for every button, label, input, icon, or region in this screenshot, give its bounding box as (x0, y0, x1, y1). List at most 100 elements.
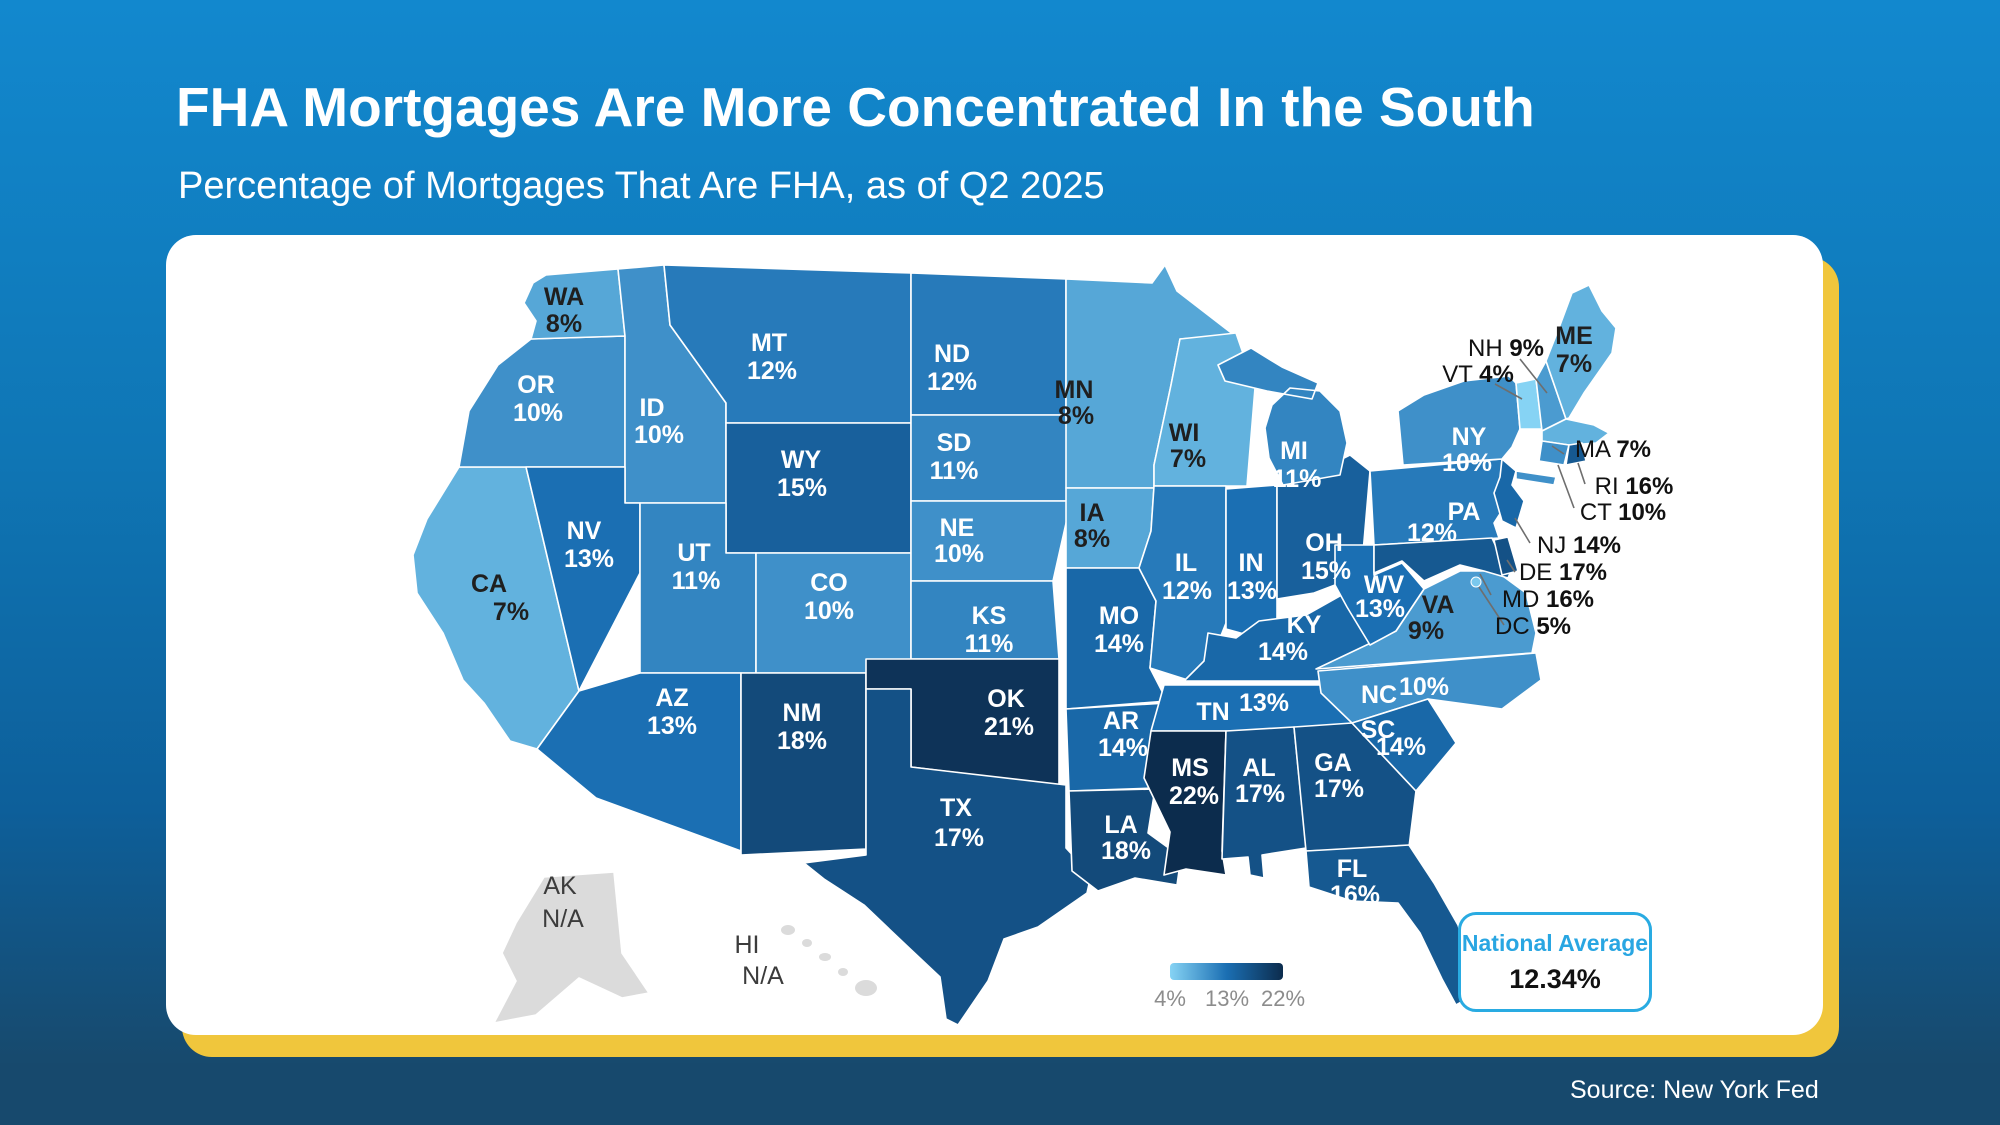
state-code-IL: IL (1175, 549, 1197, 577)
leader-line-MD (1479, 573, 1492, 596)
state-code-AZ: AZ (655, 684, 688, 712)
state-code-IA: IA (1080, 499, 1105, 527)
state-value-NM: 18% (777, 727, 827, 755)
state-ME (1545, 284, 1617, 420)
state-code-SD: SD (937, 429, 972, 457)
state-value-OH: 15% (1301, 557, 1351, 585)
state-code-NY: NY (1452, 423, 1487, 451)
state-value-NY: 10% (1442, 449, 1492, 477)
state-TX (803, 688, 1092, 1026)
callout-label-DE: DE 17% (1519, 559, 1607, 586)
state-value-IL: 12% (1162, 577, 1212, 605)
state-code-OR: OR (517, 371, 555, 399)
state-value-AR: 14% (1098, 734, 1148, 762)
state-value-VA: 9% (1408, 617, 1444, 645)
state-code-LA: LA (1104, 811, 1137, 839)
state-DE (1493, 536, 1519, 576)
callout-label-MA: MA 7% (1575, 436, 1651, 463)
state-value-IN: 13% (1227, 577, 1277, 605)
state-code-TX: TX (940, 794, 972, 822)
callout-label-NJ: NJ 14% (1537, 532, 1621, 559)
state-code-OH: OH (1305, 529, 1343, 557)
state-HI (781, 925, 877, 996)
state-code-ME: ME (1555, 322, 1593, 350)
state-code-WI: WI (1169, 419, 1200, 447)
state-value-OR: 10% (513, 399, 563, 427)
state-code-KY: KY (1287, 611, 1322, 639)
leader-line-VT (1494, 383, 1523, 400)
state-code-NC: NC (1361, 681, 1397, 709)
state-code-PA: PA (1448, 498, 1481, 526)
page-subtitle: Percentage of Mortgages That Are FHA, as… (178, 165, 1105, 207)
state-LA (1068, 788, 1182, 892)
state-code-MI: MI (1280, 437, 1308, 465)
state-value-KY: 14% (1258, 638, 1308, 666)
state-code-HI: HI (735, 931, 760, 959)
state-value-ME: 7% (1556, 350, 1592, 378)
state-GA (1293, 722, 1417, 852)
state-value-SD: 11% (930, 457, 979, 485)
state-value-ID: 10% (634, 421, 684, 449)
state-value-LA: 18% (1101, 837, 1151, 865)
state-value-MI: 11% (1273, 465, 1322, 493)
source-credit: Source: New York Fed (1570, 1076, 1819, 1104)
state-CT (1538, 440, 1570, 466)
national-average-value: 12.34% (1509, 964, 1601, 994)
state-code-UT: UT (677, 539, 710, 567)
state-value-NE: 10% (934, 540, 984, 568)
state-code-GA: GA (1314, 749, 1352, 777)
state-code-KS: KS (972, 602, 1007, 630)
state-value-MS: 22% (1169, 782, 1219, 810)
state-value-GA: 17% (1314, 775, 1364, 803)
map-card: CA 7% OR 10% WA 8% ID 10% MT 12% WY 15% NV 13% UT 11% CO… (166, 235, 1823, 1035)
state-value-AZ: 13% (647, 712, 697, 740)
states-layer (412, 264, 1617, 1026)
state-value-MT: 12% (747, 357, 797, 385)
state-code-MN: MN (1055, 376, 1094, 404)
state-value-CO: 10% (804, 597, 854, 625)
state-NC (1317, 652, 1542, 724)
state-value-WA: 8% (546, 310, 582, 338)
state-code-OK: OK (987, 685, 1025, 713)
state-code-MO: MO (1099, 602, 1139, 630)
state-code-MS: MS (1171, 754, 1209, 782)
state-code-SC: SC (1361, 716, 1396, 744)
state-code-VA: VA (1422, 591, 1455, 619)
state-code-FL: FL (1337, 855, 1368, 883)
leader-line-DE (1506, 559, 1516, 573)
color-scale-legend: 4% 13% 22% (1154, 963, 1305, 1011)
state-value-MN: 8% (1058, 402, 1094, 430)
state-code-TN: TN (1196, 698, 1229, 726)
page-title: FHA Mortgages Are More Concentrated In t… (176, 76, 1535, 138)
state-value-AK: N/A (542, 905, 584, 933)
state-value-HI: N/A (742, 962, 784, 990)
legend-tick-max: 22% (1260, 986, 1306, 1011)
state-code-CA: CA (471, 570, 507, 598)
callout-label-VT: VT 4% (1442, 361, 1514, 388)
state-value-KS: 11% (965, 630, 1014, 658)
state-value-FL: 16% (1330, 881, 1380, 909)
leader-line-CT (1557, 464, 1575, 509)
state-code-WA: WA (544, 283, 584, 311)
state-DC (1470, 576, 1482, 588)
state-value-TX: 17% (934, 824, 984, 852)
state-value-NV: 13% (564, 545, 614, 573)
state-value-PA: 12% (1407, 519, 1457, 547)
state-code-MT: MT (751, 329, 787, 357)
state-value-NC: 10% (1399, 673, 1449, 701)
state-code-AL: AL (1242, 754, 1275, 782)
state-NJ (1493, 458, 1525, 529)
state-SC (1351, 698, 1457, 792)
state-code-ND: ND (934, 340, 970, 368)
footer-band: Source: New York Fed (0, 1063, 2000, 1125)
state-code-ID: ID (640, 394, 665, 422)
state-code-NM: NM (783, 699, 822, 727)
state-value-OK: 21% (984, 713, 1034, 741)
state-RI (1565, 442, 1587, 466)
leader-line-DC (1478, 586, 1505, 626)
state-value-ND: 12% (927, 368, 977, 396)
state-value-TN: 13% (1239, 689, 1289, 717)
leader-line-NJ (1514, 517, 1531, 544)
